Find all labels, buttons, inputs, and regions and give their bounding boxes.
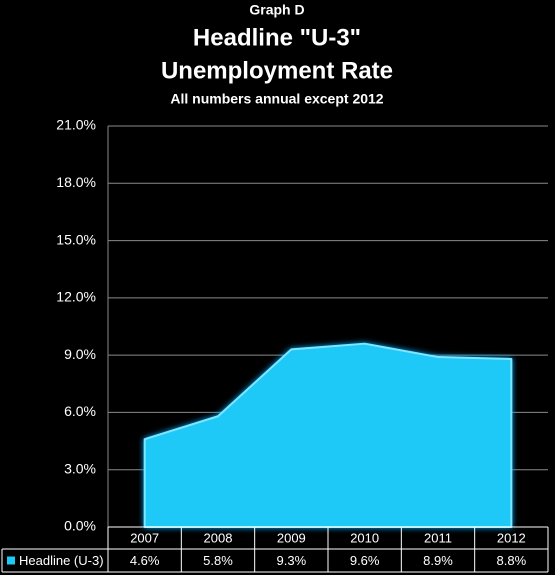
- table-value: 4.6%: [130, 553, 160, 568]
- supertitle: Graph D: [249, 2, 304, 18]
- chart-title: Headline "U-3": [193, 24, 361, 51]
- x-tick-label: 2008: [204, 530, 233, 545]
- y-tick-label: 21.0%: [56, 117, 96, 133]
- x-tick-label: 2012: [497, 530, 526, 545]
- y-tick-label: 0.0%: [64, 518, 96, 534]
- y-tick-label: 15.0%: [56, 231, 96, 247]
- chart-title-line2: Unemployment Rate: [161, 57, 393, 84]
- table-value: 8.8%: [497, 553, 527, 568]
- table-value: 9.6%: [350, 553, 380, 568]
- subtitle: All numbers annual except 2012: [170, 91, 383, 107]
- table-value: 8.9%: [423, 553, 453, 568]
- y-tick-label: 9.0%: [64, 346, 96, 362]
- x-tick-label: 2007: [130, 530, 159, 545]
- area: [143, 342, 513, 528]
- y-tick-label: 18.0%: [56, 174, 96, 190]
- x-tick-label: 2009: [277, 530, 306, 545]
- y-tick-label: 3.0%: [64, 460, 96, 476]
- legend-swatch: [7, 556, 15, 565]
- y-tick-label: 12.0%: [56, 289, 96, 305]
- legend-label: Headline (U-3): [19, 553, 104, 568]
- x-tick-label: 2010: [350, 530, 379, 545]
- table-value: 9.3%: [277, 553, 307, 568]
- table-value: 5.8%: [203, 553, 233, 568]
- x-tick-label: 2011: [424, 530, 452, 545]
- y-tick-label: 6.0%: [64, 403, 96, 419]
